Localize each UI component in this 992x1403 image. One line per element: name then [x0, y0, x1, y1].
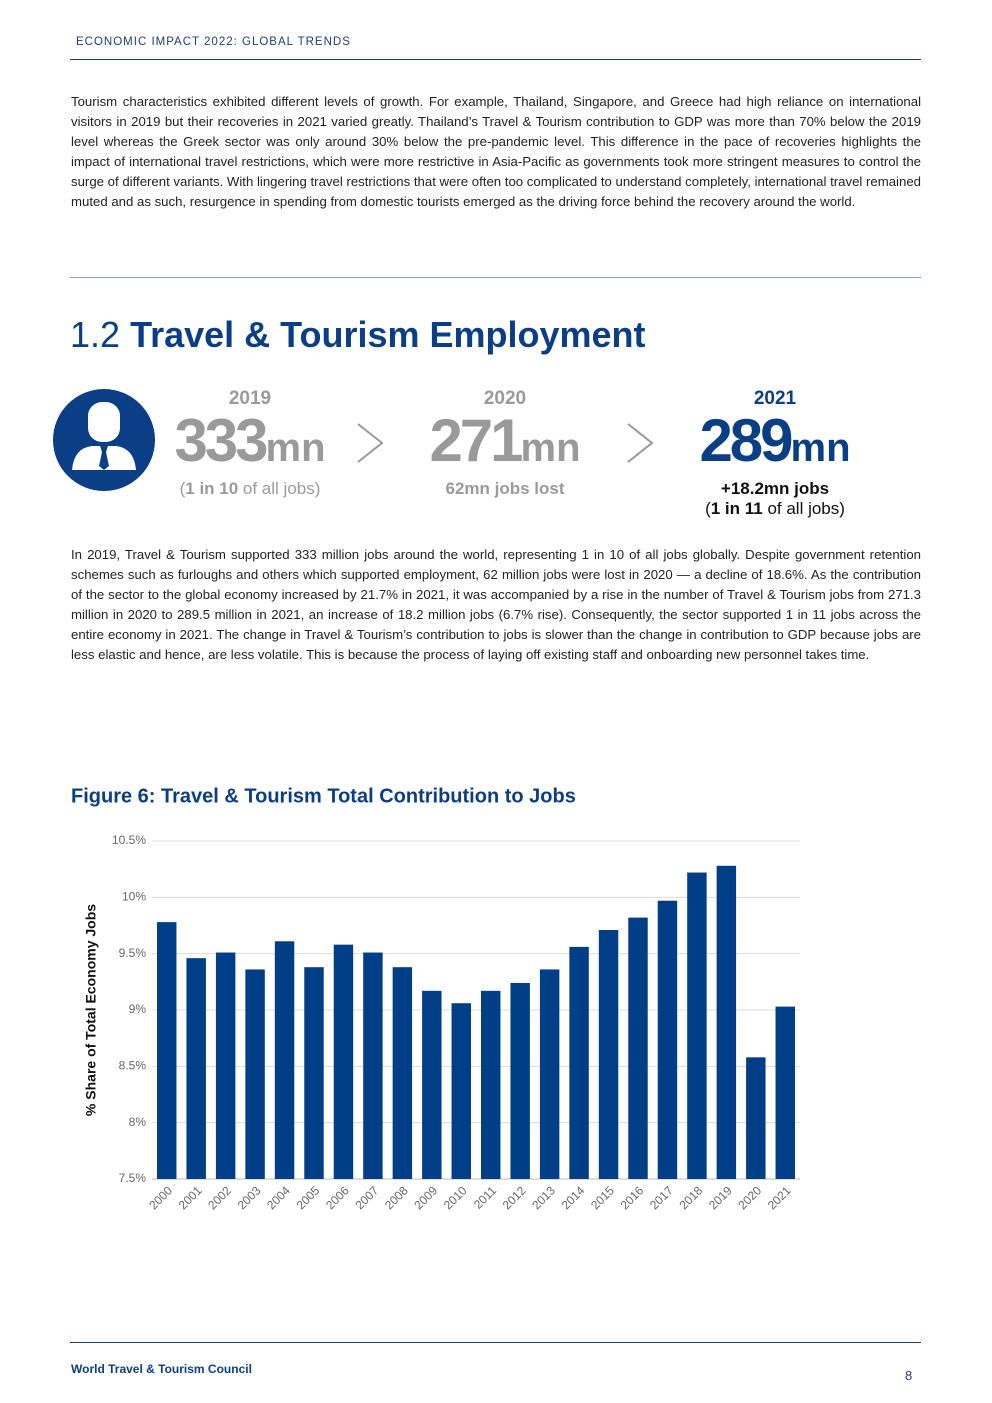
bar: [422, 990, 442, 1179]
y-tick-label: 9.5%: [119, 946, 147, 960]
section-heading: 1.2 Travel & Tourism Employment: [70, 314, 646, 356]
stat-number: 289: [699, 407, 793, 474]
y-tick-label: 8.5%: [119, 1059, 147, 1073]
stat-note: 62mn jobs lost: [445, 479, 565, 498]
y-tick-label: 10%: [122, 890, 146, 904]
x-tick-label: 2008: [382, 1183, 411, 1212]
stat-value: 271mn: [385, 410, 625, 479]
note-part: 1 in 10: [185, 479, 239, 498]
x-tick-label: 2011: [471, 1183, 499, 1211]
x-tick-label: 2017: [647, 1183, 676, 1212]
y-tick-label: 7.5%: [119, 1171, 147, 1185]
stat-note: +18.2mn jobs: [720, 479, 830, 498]
note-part: (: [179, 479, 186, 498]
x-tick-label: 2003: [235, 1183, 264, 1212]
section-title: Travel & Tourism Employment: [130, 314, 646, 355]
bar: [569, 946, 589, 1179]
y-tick-label: 8%: [129, 1115, 147, 1129]
bar: [657, 900, 678, 1179]
stat-value: 333mn: [130, 410, 370, 479]
x-tick-label: 2019: [706, 1183, 735, 1212]
bar: [186, 958, 206, 1179]
note-part: 1 in 11: [710, 499, 763, 518]
bar: [274, 941, 295, 1179]
bar: [510, 982, 530, 1179]
section-rule: [70, 277, 921, 278]
x-tick-label: 2002: [205, 1183, 234, 1212]
employee-icon: [53, 389, 155, 491]
x-tick-label: 2006: [323, 1183, 352, 1212]
stat-year: 2021: [753, 388, 797, 409]
x-tick-label: 2014: [559, 1183, 588, 1212]
bar: [716, 865, 737, 1179]
bar: [392, 967, 413, 1179]
bar: [746, 1057, 766, 1179]
stat-2021: 2021 289mn +18.2mn jobs (1 in 11 of all …: [655, 388, 895, 519]
bar: [687, 872, 707, 1179]
x-tick-label: 2009: [411, 1183, 440, 1212]
bar: [451, 1003, 471, 1179]
footer-rule: [70, 1342, 921, 1343]
x-tick-label: 2021: [765, 1183, 794, 1212]
x-tick-label: 2005: [294, 1183, 323, 1212]
stat-value: 289mn: [655, 410, 895, 479]
section-number: 1.2: [70, 314, 121, 355]
stat-note: (1 in 10 of all jobs): [130, 479, 370, 499]
footer-org: World Travel & Tourism Council: [71, 1362, 252, 1376]
header-title: ECONOMIC IMPACT 2022: GLOBAL TRENDS: [76, 36, 351, 48]
y-tick-label: 10.5%: [112, 833, 146, 847]
x-tick-label: 2018: [676, 1183, 705, 1212]
bar: [775, 1006, 795, 1179]
stat-2020: 2020 271mn 62mn jobs lost: [385, 388, 625, 499]
chart: Figure 6: Travel & Tourism Total Contrib…: [71, 785, 800, 1212]
x-tick-label: 2020: [735, 1183, 764, 1212]
chart-title: Figure 6: Travel & Tourism Total Contrib…: [71, 785, 576, 807]
chevron: [357, 423, 384, 463]
stat-year: 2020: [483, 388, 527, 409]
x-tick-label: 2016: [618, 1183, 647, 1212]
x-tick-label: 2004: [264, 1183, 293, 1212]
stat-unit: mn: [790, 426, 851, 470]
y-axis-label: % Share of Total Economy Jobs: [83, 904, 99, 1116]
x-tick-label: 2000: [146, 1183, 175, 1212]
bar: [245, 969, 265, 1179]
header-rule: [70, 59, 921, 60]
stat-year: 2019: [228, 388, 272, 409]
note-part: (: [705, 499, 711, 518]
body-paragraph: In 2019, Travel & Tourism supported 333 …: [71, 547, 921, 662]
bar: [157, 922, 177, 1179]
intro-paragraph: Tourism characteristics exhibited differ…: [71, 94, 921, 209]
stat-note: (1 in 11 of all jobs): [655, 499, 895, 519]
note-part: of all jobs): [762, 499, 845, 518]
x-tick-label: 2012: [500, 1183, 529, 1212]
stat-unit: mn: [265, 426, 326, 470]
bar: [598, 930, 619, 1179]
bar: [628, 917, 648, 1179]
stat-number: 333: [174, 407, 268, 474]
x-tick-label: 2013: [529, 1183, 558, 1212]
bar: [481, 990, 501, 1179]
note-part: of all jobs): [238, 479, 321, 498]
stat-2019: 2019 333mn (1 in 10 of all jobs): [130, 388, 370, 499]
bar: [215, 952, 236, 1179]
stat-number: 271: [429, 407, 523, 474]
stat-unit: mn: [520, 426, 581, 470]
x-tick-label: 2007: [352, 1183, 381, 1212]
bar: [539, 969, 560, 1179]
bar: [363, 952, 383, 1179]
x-tick-label: 2015: [588, 1183, 617, 1212]
page-number: 8: [905, 1368, 913, 1383]
bar: [304, 967, 324, 1179]
x-tick-label: 2001: [176, 1183, 205, 1212]
x-tick-label: 2010: [441, 1183, 470, 1212]
y-tick-label: 9%: [129, 1002, 147, 1016]
chevron: [627, 423, 654, 463]
bar: [333, 944, 354, 1179]
